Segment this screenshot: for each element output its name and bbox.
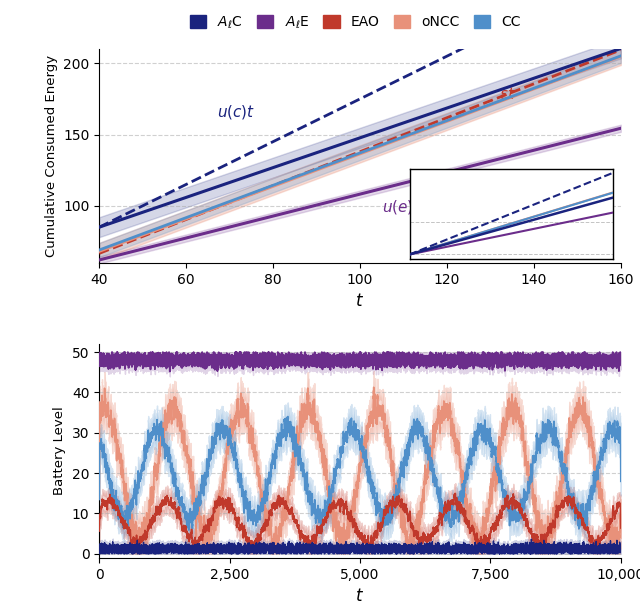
Text: $u(c)t$: $u(c)t$ (216, 102, 255, 121)
Text: $u(e)t$: $u(e)t$ (381, 198, 421, 216)
Y-axis label: Cumulative Consumed Energy: Cumulative Consumed Energy (45, 55, 58, 257)
Text: $\varepsilon t$: $\varepsilon t$ (499, 86, 516, 102)
X-axis label: $t$: $t$ (355, 292, 365, 310)
Legend: $A_\ell$C, $A_\ell$E, EAO, oNCC, CC: $A_\ell$C, $A_\ell$E, EAO, oNCC, CC (184, 9, 526, 36)
Y-axis label: Battery Level: Battery Level (53, 406, 67, 495)
X-axis label: $t$: $t$ (355, 587, 365, 605)
